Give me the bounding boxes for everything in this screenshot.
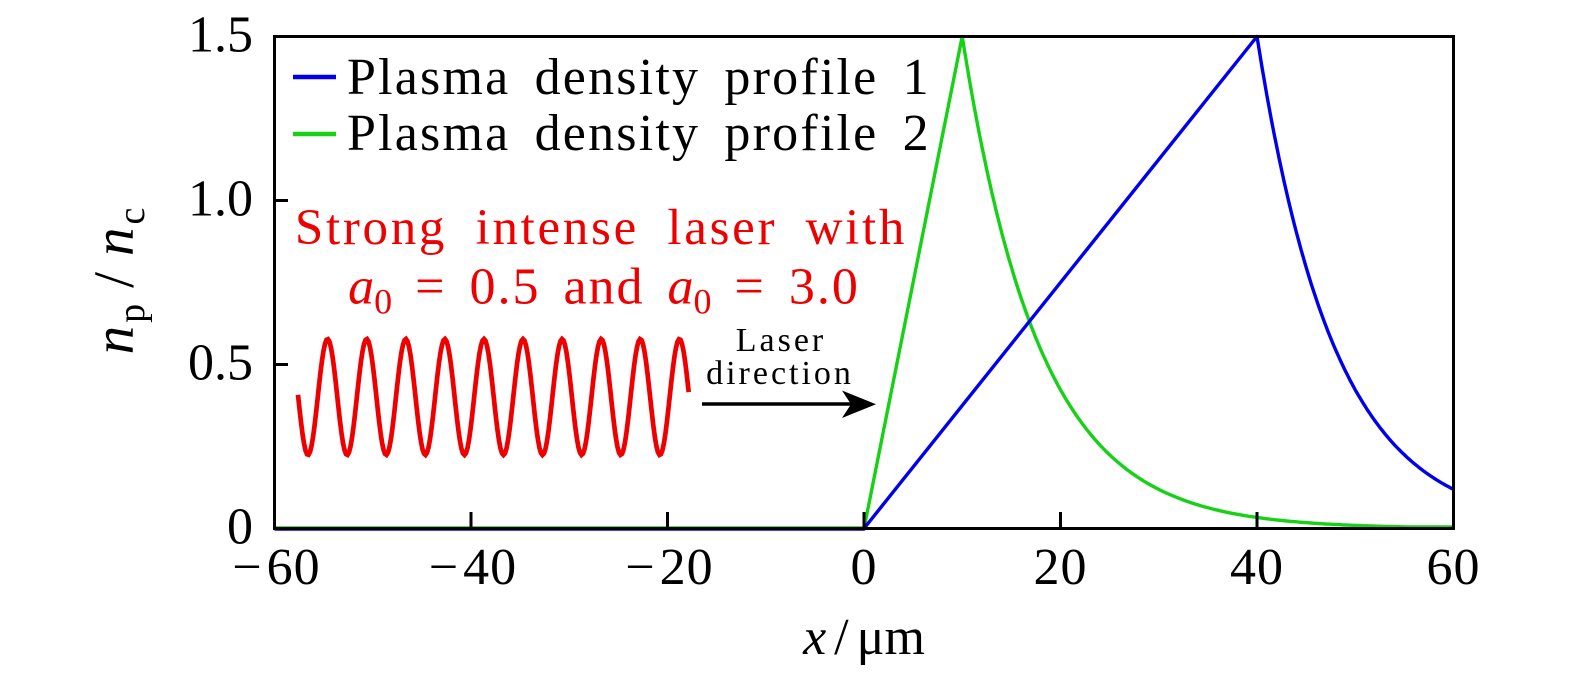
svg-text:40: 40 — [1230, 539, 1284, 596]
svg-text:−40: −40 — [429, 539, 517, 596]
svg-text:1.5: 1.5 — [188, 7, 253, 64]
svg-text:np/nc: np/nc — [83, 208, 153, 355]
svg-text:−60: −60 — [232, 539, 320, 596]
svg-text:Plasma density profile 1: Plasma density profile 1 — [347, 49, 931, 106]
svg-text:0: 0 — [851, 539, 878, 596]
svg-text:20: 20 — [1034, 539, 1088, 596]
svg-text:x/μm: x / μm — [802, 609, 925, 666]
svg-text:direction: direction — [706, 355, 854, 392]
svg-text:60: 60 — [1427, 539, 1481, 596]
svg-text:Plasma density profile 2: Plasma density profile 2 — [347, 105, 931, 162]
svg-text:Strong intense laser with: Strong intense laser with — [295, 200, 907, 256]
svg-text:−20: −20 — [625, 539, 713, 596]
svg-text:1.0: 1.0 — [188, 171, 253, 228]
svg-text:a0 = 0.5 and a0 = 3.0: a0 = 0.5 and a0 = 3.0 — [348, 259, 860, 322]
svg-text:0.5: 0.5 — [188, 335, 253, 392]
svg-text:0: 0 — [227, 499, 253, 556]
svg-text:Laser: Laser — [736, 322, 827, 359]
